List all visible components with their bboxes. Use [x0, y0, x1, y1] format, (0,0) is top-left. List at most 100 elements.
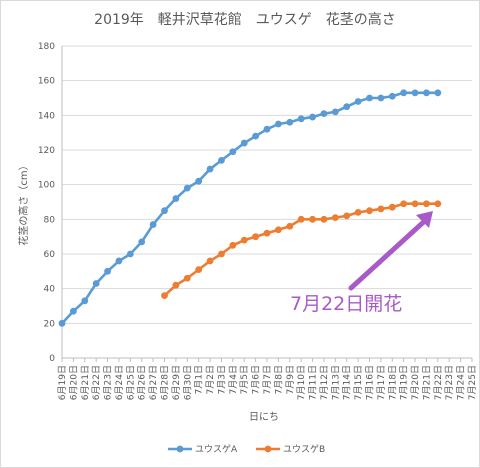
- data-point: [172, 281, 180, 289]
- data-point: [366, 94, 373, 102]
- x-tick-label: 7月15日: [353, 365, 364, 400]
- data-point: [411, 200, 419, 208]
- data-point: [172, 195, 180, 202]
- data-point: [377, 205, 385, 213]
- x-tick-label: 7月8日: [273, 365, 284, 394]
- data-point: [161, 207, 168, 215]
- data-point: [138, 238, 146, 246]
- y-tick-label: 180: [38, 42, 55, 52]
- data-point: [92, 280, 100, 287]
- data-point: [149, 221, 157, 228]
- y-tick-label: 160: [38, 77, 55, 87]
- series-b: [161, 200, 442, 299]
- legend-marker: [176, 445, 184, 453]
- data-point: [309, 215, 316, 223]
- data-point: [388, 203, 396, 211]
- data-point: [354, 209, 362, 216]
- data-point: [388, 92, 396, 100]
- data-point: [343, 103, 351, 111]
- x-tick-label: 6月27日: [148, 365, 159, 400]
- x-tick-label: 7月12日: [319, 365, 330, 400]
- data-point: [240, 236, 248, 244]
- x-tick-label: 6月20日: [68, 365, 79, 400]
- x-tick-label: 6月30日: [182, 365, 193, 400]
- x-tick-label: 7月21日: [421, 365, 432, 400]
- legend-label: ユウスゲB: [283, 443, 325, 455]
- data-point: [331, 108, 339, 116]
- x-tick-label: 7月23日: [444, 365, 455, 400]
- data-point: [81, 297, 89, 305]
- series-line: [61, 91, 438, 325]
- x-tick-label: 7月14日: [342, 365, 353, 400]
- data-point: [263, 125, 271, 133]
- x-tick-label: 6月28日: [160, 365, 171, 400]
- data-point: [195, 177, 203, 185]
- chart-title: 2019年 軽井沢草花館 ユウスゲ 花茎の高さ: [94, 11, 396, 28]
- data-point: [240, 139, 248, 147]
- x-tick-label: 7月22日: [433, 365, 444, 400]
- x-tick-label: 7月3日: [216, 365, 227, 394]
- data-point: [320, 110, 328, 117]
- x-tick-label: 7月10日: [296, 365, 307, 400]
- data-point: [297, 215, 305, 223]
- data-point: [343, 212, 351, 220]
- data-point: [195, 266, 203, 273]
- data-point: [183, 274, 191, 282]
- data-point: [274, 226, 282, 234]
- y-tick-label: 20: [44, 319, 56, 329]
- data-point: [331, 214, 339, 222]
- x-tick-label: 7月18日: [387, 365, 398, 400]
- x-tick-label: 6月29日: [171, 365, 182, 400]
- x-tick-label: 7月19日: [399, 365, 410, 400]
- data-point: [434, 89, 442, 97]
- annotation-text: 7月22日開花: [290, 293, 402, 315]
- data-point: [218, 157, 225, 164]
- x-tick-label: 6月25日: [125, 365, 136, 400]
- x-tick-label: 7月9日: [285, 365, 296, 394]
- x-tick-label: 6月19日: [57, 365, 68, 400]
- x-tick-label: 7月7日: [262, 365, 273, 394]
- data-point: [423, 200, 430, 208]
- data-point: [400, 200, 408, 208]
- data-point: [252, 233, 260, 241]
- legend-label: ユウスゲA: [195, 443, 238, 455]
- data-point: [69, 307, 77, 315]
- data-point: [229, 241, 237, 249]
- data-point: [218, 250, 225, 258]
- data-point: [423, 89, 430, 97]
- data-point: [58, 319, 66, 327]
- y-tick-label: 60: [44, 250, 56, 260]
- data-point: [400, 89, 408, 97]
- x-tick-label: 7月4日: [228, 365, 239, 394]
- x-tick-label: 7月16日: [365, 365, 376, 400]
- x-tick-label: 7月17日: [376, 365, 387, 400]
- gridlines: [62, 45, 472, 324]
- x-tick-label: 7月5日: [239, 365, 250, 394]
- data-point: [206, 257, 214, 265]
- x-tick-label: 7月2日: [205, 365, 216, 394]
- x-tick-label: 7月24日: [456, 365, 467, 400]
- legend: ユウスゲA ユウスゲB: [168, 443, 325, 455]
- data-point: [377, 94, 385, 102]
- data-point: [252, 132, 260, 140]
- x-axis-label: 日にち: [249, 411, 279, 423]
- x-tick-label: 6月21日: [80, 365, 91, 400]
- x-tick-label: 7月20日: [410, 365, 421, 400]
- y-tick-label: 140: [38, 111, 55, 121]
- y-tick-label: 120: [38, 146, 55, 156]
- data-point: [161, 292, 168, 299]
- data-point: [115, 257, 123, 265]
- data-point: [354, 98, 362, 105]
- x-tick-label: 7月6日: [251, 365, 262, 394]
- y-tick-label: 40: [44, 285, 56, 295]
- x-tick-label: 6月24日: [114, 365, 125, 400]
- annotation: 7月22日開花: [290, 211, 433, 315]
- data-point: [206, 165, 214, 173]
- series-a: [58, 89, 442, 327]
- y-tick-label: 100: [38, 181, 55, 191]
- legend-marker: [264, 445, 272, 453]
- data-point: [104, 267, 111, 275]
- y-tick-label: 0: [49, 354, 55, 364]
